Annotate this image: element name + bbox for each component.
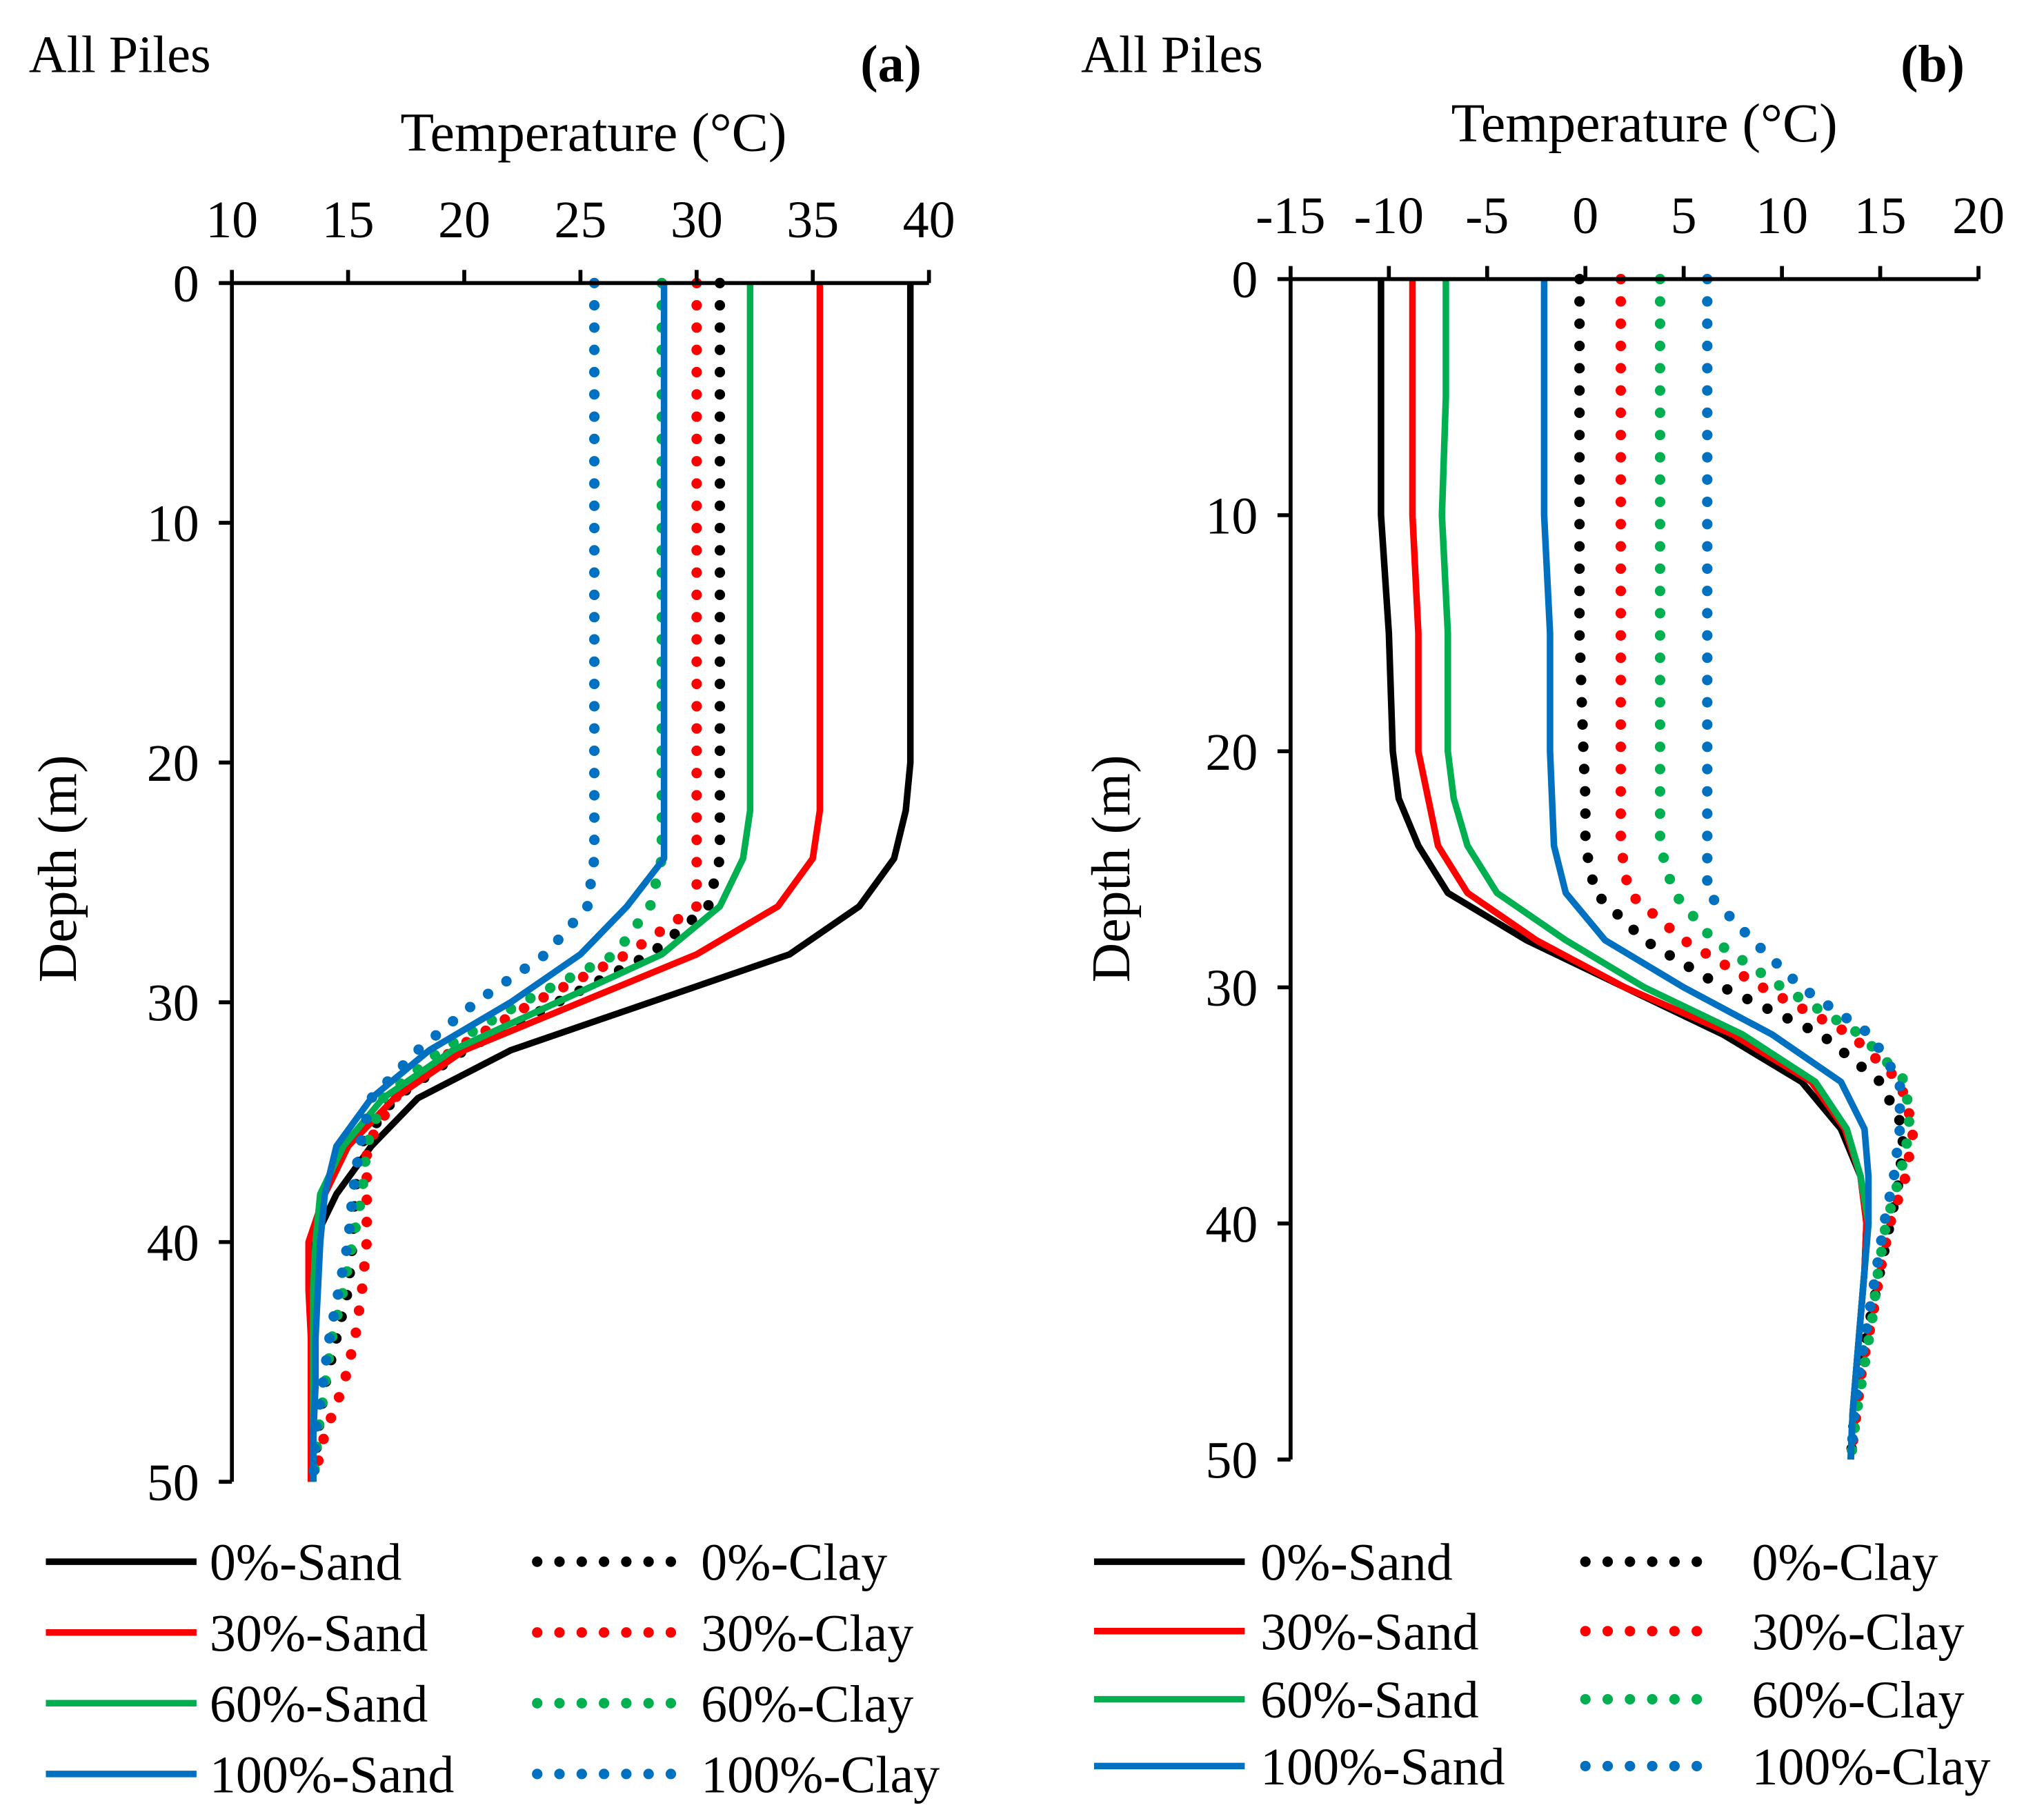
legend-label: 60%-Sand: [210, 1675, 428, 1733]
legend-label: 30%-Clay: [701, 1604, 913, 1662]
y-tick-label: 30: [1205, 959, 1258, 1017]
legend-label: 60%-Clay: [1752, 1671, 1964, 1729]
y-tick-label: 30: [147, 975, 199, 1033]
series-60pct-sand: [310, 283, 754, 1482]
series-100pct-clay: [1702, 274, 1905, 1465]
y-tick-label: 20: [147, 735, 199, 793]
panel-b: All Piles (b) Temperature (°C) Depth (m) -15…: [1081, 26, 2005, 1796]
x-tick-label: 30: [671, 191, 723, 249]
x-tick-label: 20: [1952, 187, 2005, 245]
legend-label: 30%-Clay: [1752, 1603, 1964, 1661]
y-tick-label: 50: [147, 1454, 199, 1512]
legend-label: 100%-Sand: [1260, 1738, 1505, 1796]
y-tick-label: 0: [173, 255, 199, 313]
series-30pct-clay: [308, 277, 702, 1487]
x-tick-label: 5: [1671, 187, 1697, 245]
y-axis-title: Depth (m): [28, 755, 88, 982]
series-100pct-clay: [308, 277, 600, 1487]
x-tick-label: -5: [1465, 187, 1509, 245]
y-tick-label: 10: [1205, 488, 1258, 546]
x-tick-label: 10: [206, 191, 258, 249]
legend-label: 60%-Clay: [701, 1675, 913, 1733]
series-0pct-clay: [308, 277, 726, 1487]
legend-label: 100%-Sand: [210, 1746, 454, 1804]
series-100pct-sand: [1540, 279, 1872, 1460]
series-60pct-clay: [1654, 274, 1915, 1465]
legend-label: 60%-Sand: [1260, 1671, 1479, 1729]
legend-label: 100%-Clay: [701, 1746, 940, 1804]
panel-label: (a): [860, 35, 922, 93]
x-tick-label: 35: [786, 191, 839, 249]
x-axis-title: Temperature (°C): [1451, 93, 1838, 154]
x-tick-label: 10: [1756, 187, 1808, 245]
corner-label: All Piles: [1081, 26, 1263, 84]
legend-label: 30%-Sand: [210, 1604, 428, 1662]
x-tick-label: 20: [438, 191, 490, 249]
legend-label: 0%-Sand: [210, 1534, 402, 1592]
x-tick-label: 0: [1572, 187, 1598, 245]
y-tick-label: 50: [1205, 1432, 1258, 1490]
x-tick-label: 15: [322, 191, 375, 249]
y-axis-title: Depth (m): [1081, 755, 1142, 982]
corner-label: All Piles: [29, 26, 211, 84]
x-tick-label: 15: [1854, 187, 1907, 245]
series-0pct-clay: [1574, 274, 1909, 1465]
legend-label: 0%-Sand: [1260, 1534, 1453, 1592]
series-100pct-sand: [310, 283, 668, 1482]
series-30pct-sand: [305, 283, 824, 1482]
x-tick-label: -15: [1256, 187, 1325, 245]
y-tick-label: 40: [1205, 1195, 1258, 1253]
x-tick-label: 25: [554, 191, 606, 249]
series-60pct-clay: [308, 277, 667, 1487]
panel-a: All Piles (a) Temperature (°C) Depth (m) 10 1…: [28, 26, 955, 1804]
y-tick-label: 40: [147, 1214, 199, 1272]
y-tick-label: 20: [1205, 724, 1258, 781]
x-tick-label: 40: [903, 191, 955, 249]
x-tick-label: -10: [1354, 187, 1424, 245]
y-tick-label: 0: [1231, 251, 1258, 309]
legend-label: 100%-Clay: [1752, 1738, 1990, 1796]
x-axis-title: Temperature (°C): [400, 103, 786, 163]
panel-label: (b): [1901, 35, 1965, 93]
legend-label: 30%-Sand: [1260, 1603, 1479, 1661]
legend: 0%-Sand 0%-Clay 30%-Sand 30%-Clay 60%-Sand 60…: [46, 1534, 940, 1804]
legend: 0%-Sand 0%-Clay 30%-Sand 30%-Clay 60%-Sand 60…: [1093, 1534, 1990, 1796]
legend-label: 0%-Clay: [701, 1534, 887, 1592]
y-tick-label: 10: [147, 495, 199, 553]
legend-label: 0%-Clay: [1752, 1534, 1938, 1592]
